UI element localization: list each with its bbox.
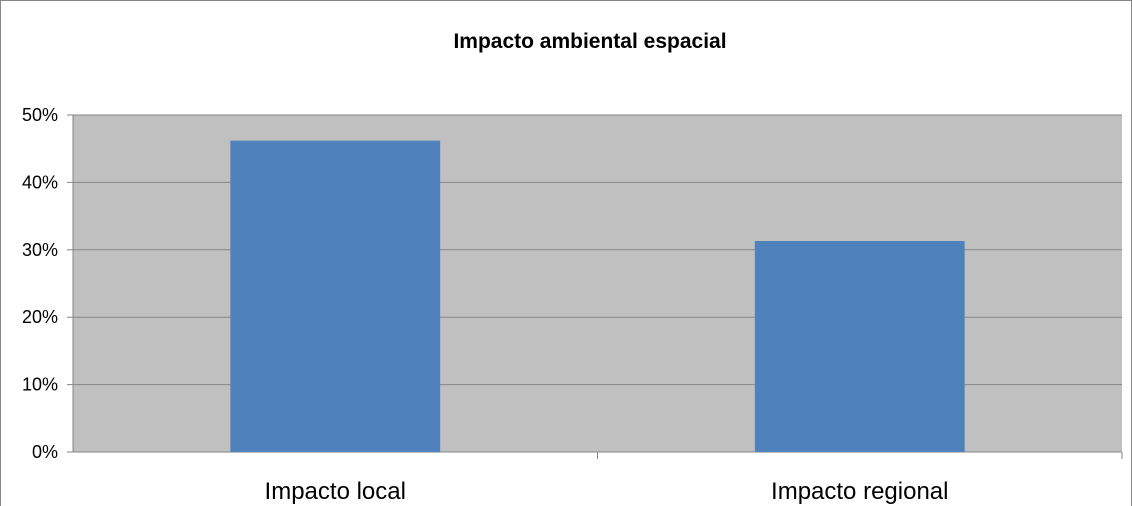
y-tick-label: 50% — [22, 105, 58, 125]
bar — [754, 241, 965, 452]
x-tick-label: Impacto local — [265, 478, 406, 505]
y-tick-label: 10% — [22, 375, 58, 395]
y-tick-label: 40% — [22, 172, 58, 192]
chart-title: Impacto ambiental espacial — [453, 30, 726, 53]
plot-area: 0% 10% 20% 30% 40% 50% Impacto local Impacto re… — [22, 105, 1123, 505]
bar — [230, 140, 441, 452]
x-tick-label: Impacto regional — [771, 478, 948, 505]
y-tick-label: 20% — [22, 307, 58, 327]
y-tick-label: 30% — [22, 240, 58, 260]
y-tick-label: 0% — [32, 442, 58, 462]
